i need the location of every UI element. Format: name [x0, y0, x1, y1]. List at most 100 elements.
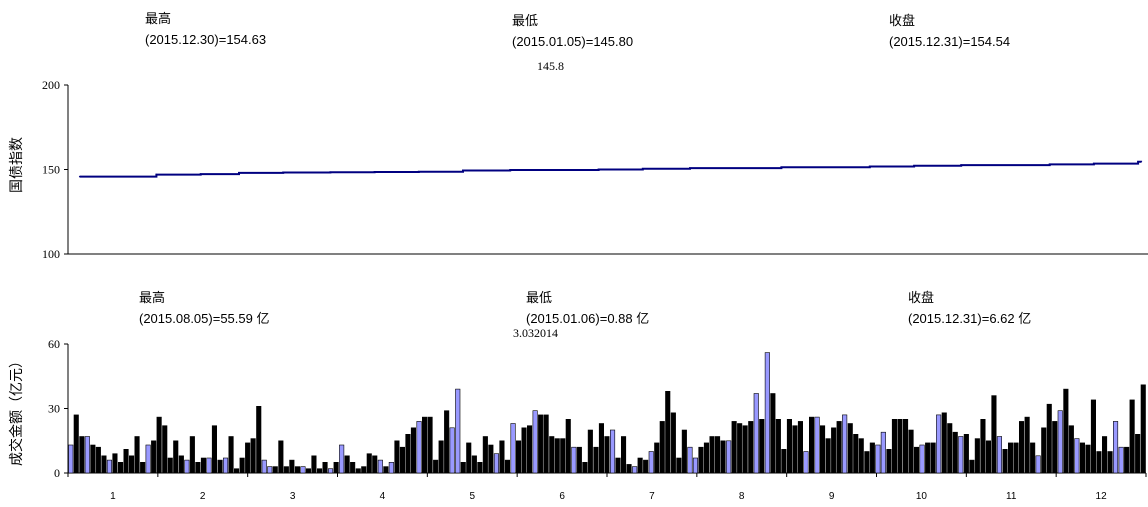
volume-bar	[786, 419, 793, 474]
volume-bar	[974, 438, 980, 474]
volume-bar	[1129, 399, 1135, 474]
volume-bar	[178, 455, 184, 474]
volume-bar	[339, 444, 345, 474]
volume-bar	[526, 425, 533, 474]
volume-bar	[416, 421, 422, 474]
volume-bar	[366, 453, 372, 474]
index-y-tick-label: 200	[42, 78, 60, 92]
volume-bar	[969, 459, 975, 474]
volume-bar	[278, 440, 284, 474]
volume-bar	[73, 414, 79, 474]
volume-bar	[538, 414, 544, 474]
volume-bar	[648, 451, 654, 474]
volume-bar	[753, 393, 759, 474]
volume-bar	[836, 421, 842, 474]
volume-bar	[549, 436, 555, 474]
volume-bar	[803, 451, 809, 474]
index-data-point	[689, 167, 691, 169]
volume-bar	[1074, 438, 1080, 474]
volume-bar	[991, 395, 997, 474]
volume-bar	[1046, 403, 1052, 474]
volume-bar	[1030, 442, 1036, 474]
volume-bar	[980, 419, 986, 474]
index-data-point	[509, 169, 511, 171]
volume-bar	[842, 414, 848, 474]
volume-bar	[543, 414, 549, 474]
volume-bar	[256, 406, 262, 474]
volume-bar	[1052, 421, 1058, 474]
index-data-point	[462, 169, 464, 172]
index-y-tick-label: 100	[42, 247, 60, 261]
volume-bar	[145, 444, 151, 474]
index-data-point	[780, 166, 783, 169]
volume-bar	[90, 444, 96, 474]
volume-bar	[709, 436, 715, 474]
volume-bar	[637, 457, 643, 474]
volume-bar	[869, 442, 875, 474]
volume-bar	[272, 466, 278, 474]
volume-bar	[858, 438, 864, 474]
volume-bar	[1024, 416, 1030, 474]
volume-bar	[488, 444, 494, 474]
volume-bar	[847, 423, 853, 474]
volume-bar	[626, 464, 632, 474]
index-y-tick-label: 150	[42, 163, 60, 177]
volume-marker-value: 3.032014	[513, 326, 558, 340]
volume-bar	[521, 427, 527, 474]
index-low-value: (2015.01.05)=145.80	[512, 34, 634, 49]
volume-bar	[1113, 421, 1119, 474]
volume-close-value: (2015.12.31)=6.62 亿	[908, 311, 1032, 326]
volume-bar	[200, 457, 206, 474]
volume-bar	[1057, 410, 1063, 474]
volume-bar	[129, 455, 135, 474]
index-data-point	[597, 168, 600, 171]
volume-bar	[217, 459, 223, 474]
volume-high-label: 最高	[139, 290, 166, 305]
volume-bar	[831, 427, 837, 474]
volume-bar	[1079, 442, 1085, 474]
volume-bar	[394, 440, 400, 474]
volume-bar	[167, 457, 173, 474]
volume-bar	[421, 416, 428, 474]
volume-bar	[344, 455, 350, 474]
volume-bar	[438, 440, 444, 474]
volume-bar	[101, 455, 107, 474]
volume-bar	[471, 455, 477, 474]
volume-bar	[571, 446, 577, 474]
volume-bar	[620, 436, 627, 474]
volume-y-tick-label: 60	[48, 337, 60, 351]
volume-high-annotation: 最高 (2015.08.05)=55.59 亿	[139, 287, 269, 329]
index-data-point	[1048, 163, 1051, 166]
volume-bar	[305, 468, 312, 474]
volume-bar	[350, 462, 356, 474]
volume-bar	[267, 466, 273, 474]
volume-bar	[1107, 451, 1113, 474]
volume-bar	[609, 429, 616, 474]
volume-bar	[985, 440, 992, 474]
volume-bar	[427, 416, 433, 474]
volume-bar	[206, 457, 212, 474]
volume-bar	[742, 425, 748, 474]
index-close-annotation: 收盘 (2015.12.31)=154.54	[889, 10, 1010, 52]
volume-bar	[781, 449, 787, 474]
volume-bar	[598, 423, 605, 474]
volume-bar	[377, 459, 383, 474]
volume-bar	[703, 442, 710, 474]
volume-bar	[1102, 436, 1108, 474]
volume-bar	[891, 419, 898, 474]
volume-bar	[958, 436, 964, 474]
index-data-point	[869, 165, 871, 168]
volume-bar	[814, 416, 820, 474]
volume-bar	[433, 459, 439, 474]
volume-bar	[886, 449, 892, 474]
volume-x-tick-label: 2	[200, 491, 206, 502]
volume-bar	[908, 429, 914, 474]
volume-bar	[560, 438, 566, 474]
volume-bar	[853, 434, 859, 474]
volume-bar	[676, 457, 682, 474]
index-series-line	[79, 160, 1143, 178]
volume-bar	[316, 468, 323, 474]
volume-bar	[510, 423, 516, 474]
volume-bar	[372, 455, 378, 474]
